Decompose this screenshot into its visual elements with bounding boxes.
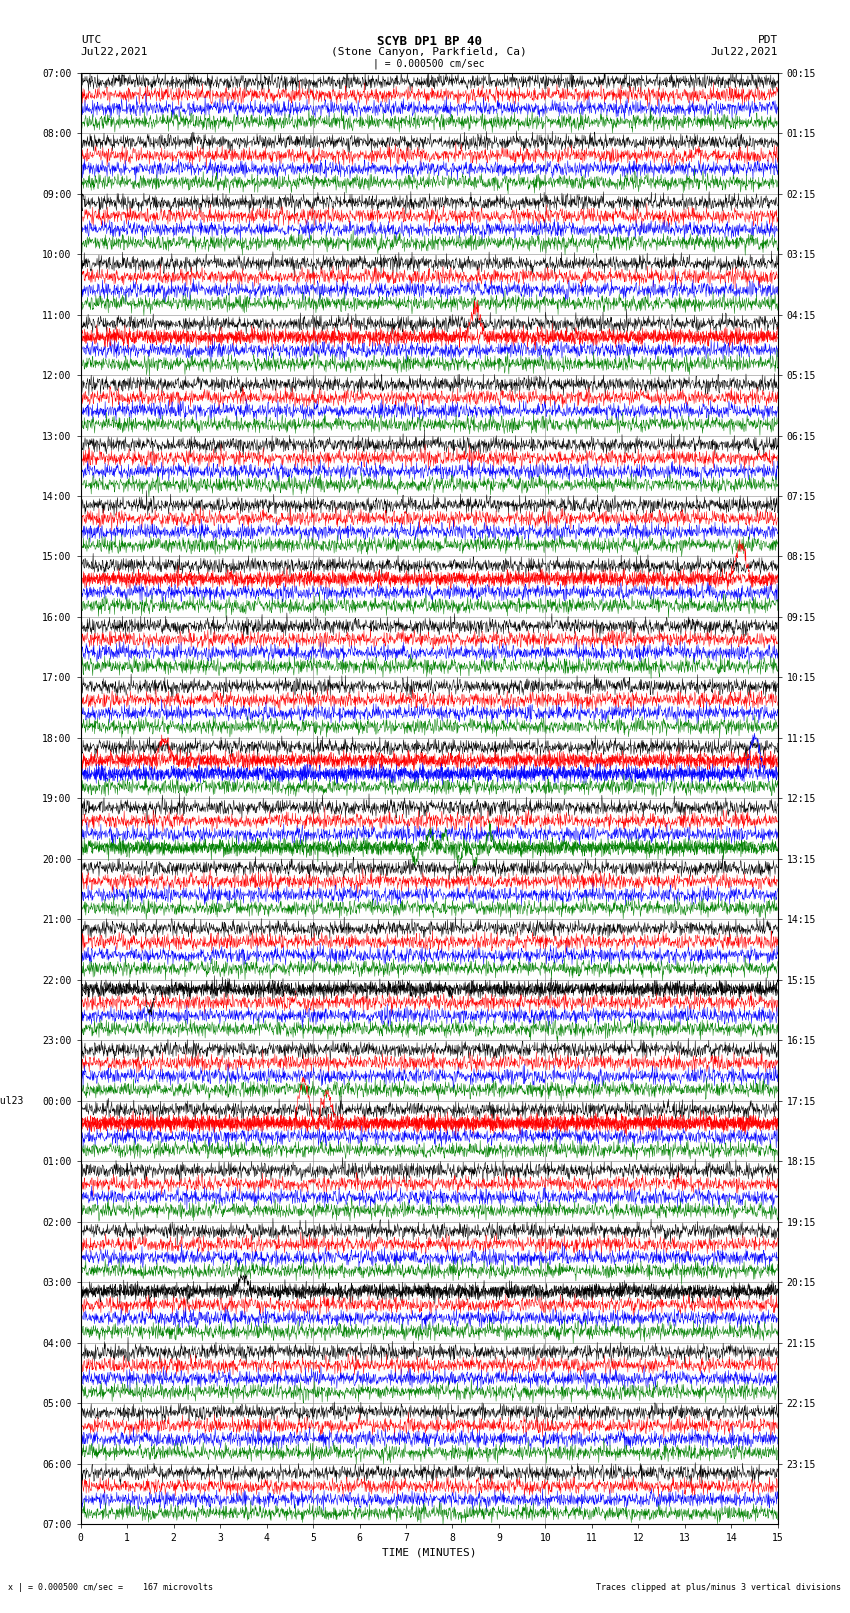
Text: Jul23: Jul23 bbox=[0, 1095, 24, 1107]
Text: | = 0.000500 cm/sec: | = 0.000500 cm/sec bbox=[373, 58, 485, 69]
X-axis label: TIME (MINUTES): TIME (MINUTES) bbox=[382, 1547, 477, 1558]
Text: Jul22,2021: Jul22,2021 bbox=[711, 47, 778, 56]
Text: (Stone Canyon, Parkfield, Ca): (Stone Canyon, Parkfield, Ca) bbox=[332, 47, 527, 56]
Text: Jul22,2021: Jul22,2021 bbox=[81, 47, 148, 56]
Text: PDT: PDT bbox=[757, 35, 778, 45]
Text: x | = 0.000500 cm/sec =    167 microvolts: x | = 0.000500 cm/sec = 167 microvolts bbox=[8, 1582, 213, 1592]
Text: Traces clipped at plus/minus 3 vertical divisions: Traces clipped at plus/minus 3 vertical … bbox=[597, 1582, 842, 1592]
Text: SCYB DP1 BP 40: SCYB DP1 BP 40 bbox=[377, 35, 482, 48]
Text: UTC: UTC bbox=[81, 35, 101, 45]
